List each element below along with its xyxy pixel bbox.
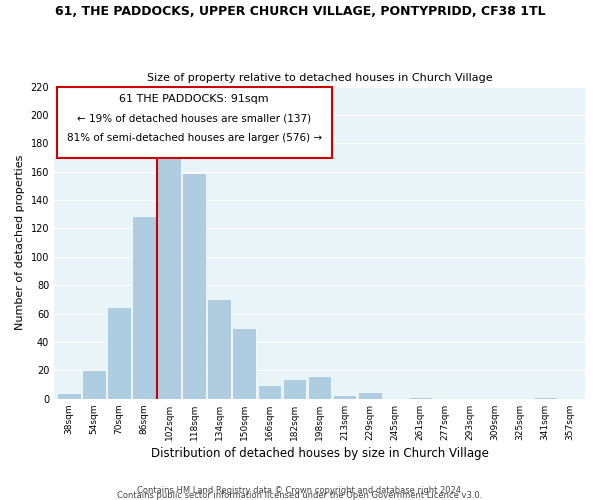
- Text: ← 19% of detached houses are smaller (137): ← 19% of detached houses are smaller (13…: [77, 114, 311, 124]
- X-axis label: Distribution of detached houses by size in Church Village: Distribution of detached houses by size …: [151, 447, 488, 460]
- Text: Contains public sector information licensed under the Open Government Licence v3: Contains public sector information licen…: [118, 491, 482, 500]
- Bar: [82, 370, 106, 399]
- Bar: [208, 300, 231, 399]
- Text: 61 THE PADDOCKS: 91sqm: 61 THE PADDOCKS: 91sqm: [119, 94, 269, 104]
- Bar: [182, 173, 206, 399]
- Title: Size of property relative to detached houses in Church Village: Size of property relative to detached ho…: [147, 73, 493, 83]
- Text: 61, THE PADDOCKS, UPPER CHURCH VILLAGE, PONTYPRIDD, CF38 1TL: 61, THE PADDOCKS, UPPER CHURCH VILLAGE, …: [55, 5, 545, 18]
- Bar: [408, 398, 431, 399]
- Text: 81% of semi-detached houses are larger (576) →: 81% of semi-detached houses are larger (…: [67, 132, 322, 142]
- Bar: [308, 376, 331, 399]
- Bar: [283, 379, 307, 399]
- Bar: [133, 216, 156, 399]
- Bar: [358, 392, 382, 399]
- Bar: [533, 398, 557, 399]
- Y-axis label: Number of detached properties: Number of detached properties: [15, 155, 25, 330]
- Bar: [257, 384, 281, 399]
- Bar: [56, 86, 332, 158]
- Bar: [107, 306, 131, 399]
- Bar: [332, 394, 356, 399]
- Text: Contains HM Land Registry data © Crown copyright and database right 2024.: Contains HM Land Registry data © Crown c…: [137, 486, 463, 495]
- Bar: [232, 328, 256, 399]
- Bar: [57, 393, 81, 399]
- Bar: [157, 156, 181, 399]
